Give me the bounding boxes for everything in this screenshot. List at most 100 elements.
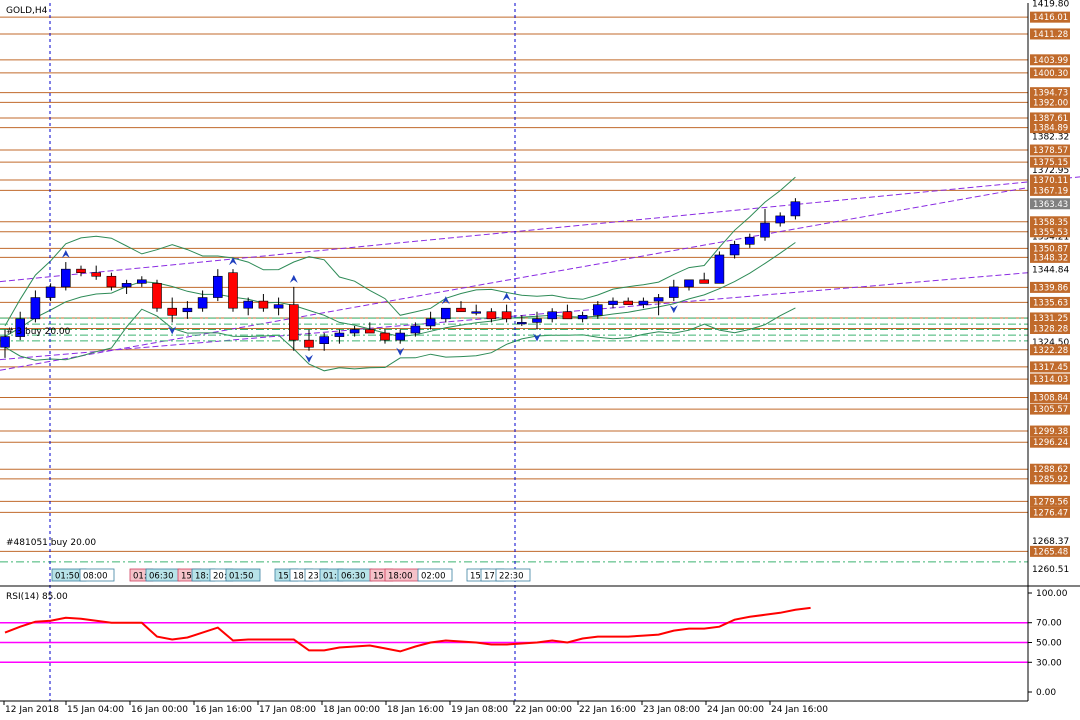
candle[interactable]: [45, 286, 56, 298]
time-marker-text: 18:: [195, 572, 209, 582]
fractal-up-icon: [441, 296, 450, 305]
candle[interactable]: [486, 311, 497, 320]
candle[interactable]: [547, 311, 558, 320]
candle[interactable]: [76, 268, 86, 274]
time-marker-text: 15:: [181, 572, 195, 582]
candle[interactable]: [228, 272, 238, 309]
candle[interactable]: [15, 318, 25, 337]
time-tick-label: 22 Jan 16:00: [579, 705, 636, 715]
candle[interactable]: [106, 275, 117, 288]
rsi-line[interactable]: [4, 606, 811, 653]
candle[interactable]: [653, 297, 664, 302]
candle[interactable]: [608, 300, 618, 305]
time-marker[interactable]: 01:: [319, 568, 344, 582]
price-level-text: 1299.38: [1033, 427, 1068, 437]
candle[interactable]: [91, 272, 101, 277]
time-marker-text: 08:00: [83, 572, 108, 582]
candle[interactable]: [760, 222, 770, 238]
candle[interactable]: [243, 300, 253, 309]
candle[interactable]: [699, 279, 710, 284]
candle[interactable]: [562, 311, 573, 320]
time-marker[interactable]: 18:00: [384, 568, 420, 582]
rsi-indicator-label: RSI(14) 85.00: [6, 592, 68, 602]
candle[interactable]: [684, 279, 694, 288]
price-level-text: 1308.84: [1033, 393, 1068, 403]
candle[interactable]: [273, 304, 284, 309]
price-tick-label: 1382.32: [1032, 133, 1069, 143]
price-level-text: 1370.11: [1033, 176, 1068, 186]
candle[interactable]: [395, 332, 406, 341]
candle[interactable]: [60, 268, 71, 288]
candle[interactable]: [714, 254, 725, 284]
time-marker-box: [417, 568, 453, 582]
price-level-label: [1030, 156, 1070, 168]
price-tick-label: 1324.50: [1032, 338, 1069, 348]
price-level-label: [1030, 122, 1070, 134]
time-marker[interactable]: 06:30: [145, 568, 181, 582]
price-level-text: 1355.53: [1033, 228, 1068, 238]
candle[interactable]: [668, 286, 679, 298]
trend-channel-line[interactable]: [0, 187, 1029, 371]
price-tick-label: 1354.21: [1032, 232, 1069, 242]
rsi-tick-label: 70.00: [1036, 619, 1062, 629]
time-marker[interactable]: 08:00: [79, 568, 115, 582]
price-level-text: 1400.30: [1033, 69, 1068, 79]
candle[interactable]: [729, 244, 740, 256]
candle[interactable]: [349, 329, 360, 334]
trend-channel-line[interactable]: [0, 272, 1029, 361]
candle[interactable]: [380, 332, 390, 341]
candle[interactable]: [410, 325, 421, 334]
candle[interactable]: [623, 300, 634, 305]
candle[interactable]: [775, 215, 786, 224]
candle[interactable]: [304, 339, 314, 348]
rsi-tick-label: 100.00: [1036, 589, 1068, 599]
time-marker[interactable]: 01:50: [225, 568, 261, 582]
candle[interactable]: [440, 307, 451, 320]
candle[interactable]: [121, 283, 132, 288]
time-marker-text: 22:30: [499, 572, 524, 582]
price-level-text: 1350.87: [1033, 244, 1068, 254]
candle[interactable]: [258, 300, 269, 309]
candle[interactable]: [334, 332, 345, 337]
candle[interactable]: [364, 329, 375, 334]
candle[interactable]: [167, 307, 177, 316]
time-marker[interactable]: 02:00: [417, 568, 453, 582]
candle[interactable]: [456, 307, 466, 313]
trend-channel-line[interactable]: [0, 176, 1080, 283]
time-marker[interactable]: 22:30: [495, 568, 531, 582]
time-marker-text: 15:: [470, 572, 484, 582]
time-marker-box: [79, 568, 115, 582]
candle[interactable]: [152, 283, 162, 309]
fractal-down-icon: [396, 347, 405, 356]
time-tick-label: 19 Jan 08:00: [451, 705, 508, 715]
candle[interactable]: [197, 297, 208, 309]
candle[interactable]: [0, 336, 10, 348]
candle[interactable]: [471, 311, 482, 314]
candle[interactable]: [516, 322, 527, 325]
price-level-label: [1030, 312, 1070, 324]
candle[interactable]: [577, 314, 588, 320]
price-level-text: 1328.28: [1033, 324, 1068, 334]
order-label-top: # 3 buy 20.00: [6, 327, 71, 337]
candle[interactable]: [790, 201, 801, 217]
price-level-text: 1331.25: [1033, 314, 1068, 324]
price-level-text: 1403.99: [1033, 56, 1068, 66]
candle[interactable]: [288, 304, 299, 341]
price-level-label: [1030, 251, 1070, 263]
candle[interactable]: [592, 304, 603, 316]
candle[interactable]: [638, 300, 649, 305]
candle[interactable]: [501, 311, 512, 320]
time-marker-text: 06:30: [149, 572, 174, 582]
candle[interactable]: [137, 279, 147, 284]
candle[interactable]: [182, 307, 193, 313]
candle[interactable]: [425, 318, 436, 327]
time-marker[interactable]: 06:30: [337, 568, 373, 582]
candle[interactable]: [744, 236, 755, 245]
candle[interactable]: [213, 275, 223, 298]
price-level-text: 1367.19: [1033, 186, 1068, 196]
candle[interactable]: [30, 297, 41, 320]
time-marker[interactable]: 01:50: [51, 568, 87, 582]
candle[interactable]: [532, 318, 542, 323]
candle[interactable]: [319, 336, 330, 344]
